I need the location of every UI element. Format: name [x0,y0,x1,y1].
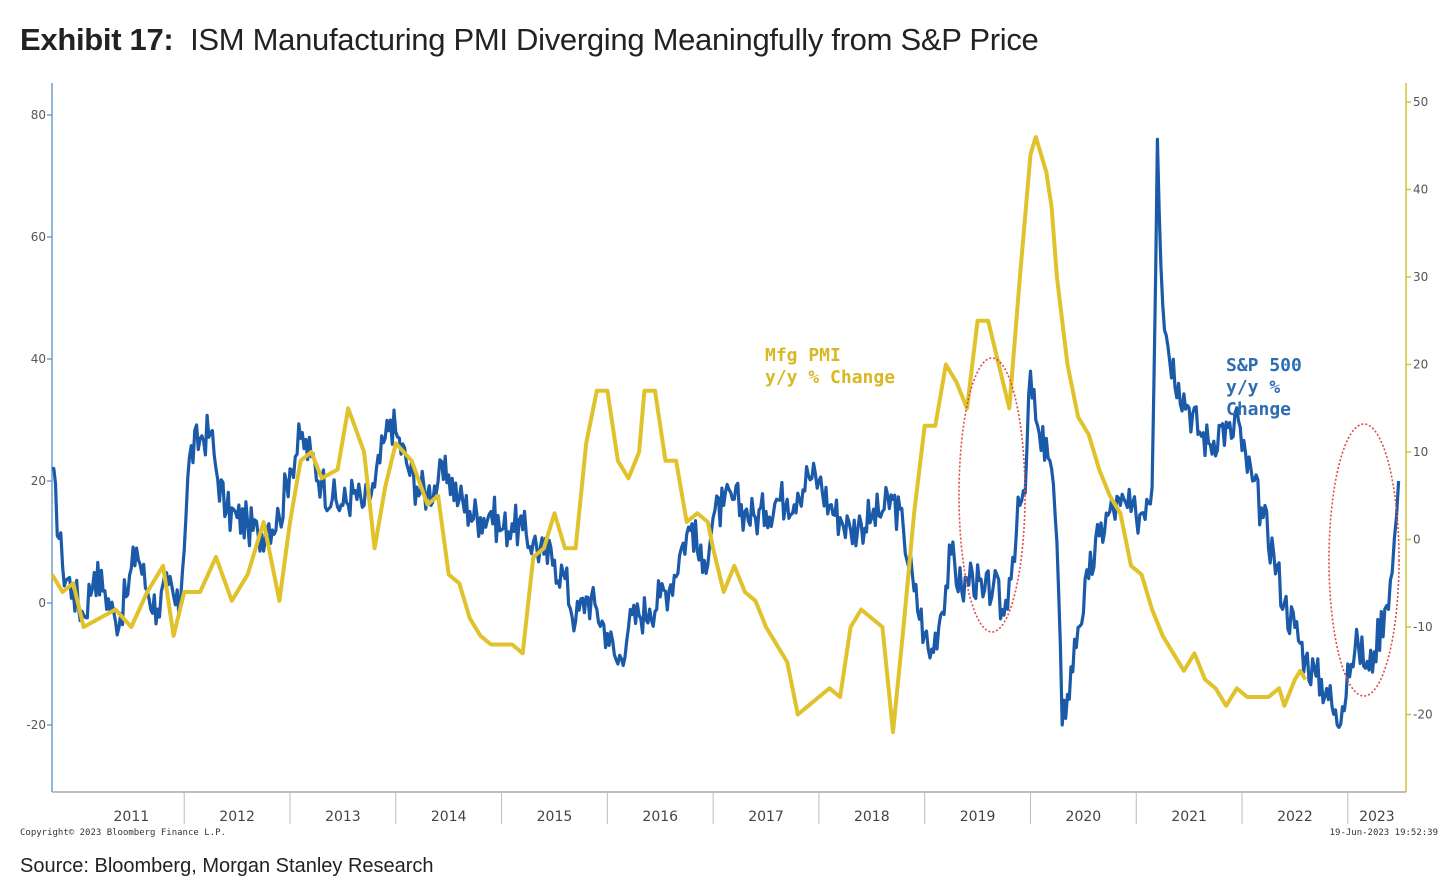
sp500-legend-label-line2: y/y % [1226,377,1280,398]
pmi-legend-label-line1: Mfg PMI [765,345,841,366]
series-line-sp500 [51,137,1401,729]
sp500-legend-label-line3: Change [1226,399,1291,420]
timestamp-text: 19-Jun-2023 19:52:39 [1330,828,1438,838]
sp500-legend-label-line1: S&P 500 [1226,355,1302,376]
highlight-ellipse-2023 [1328,423,1400,697]
right-tick-label: 40 [1413,183,1428,197]
pmi-legend-label-line2: y/y % Change [765,367,895,388]
right-tick-label: 10 [1413,445,1428,459]
right-tick-label: -10 [1413,620,1433,634]
left-tick-label: 0 [38,596,46,610]
right-tick-label: -20 [1413,708,1433,722]
title-text: ISM Manufacturing PMI Diverging Meaningf… [190,22,1039,57]
year-tick-label: 2012 [219,809,255,825]
year-tick-label: 2014 [431,809,467,825]
year-tick-label: 2016 [642,809,678,825]
year-tick-label: 2015 [537,809,573,825]
year-tick-label: 2023 [1359,809,1395,825]
year-tick-label: 2022 [1277,809,1313,825]
year-tick-label: 2013 [325,809,361,825]
left-tick-label: 20 [31,474,46,488]
left-tick-label: 80 [31,108,46,122]
year-tick-label: 2021 [1171,809,1207,825]
right-tick-label: 0 [1413,533,1421,547]
left-tick-label: 40 [31,352,46,366]
copyright-text: Copyright© 2023 Bloomberg Finance L.P. [20,828,226,838]
right-tick-label: 20 [1413,358,1428,372]
chart-title: Exhibit 17: ISM Manufacturing PMI Diverg… [20,22,1039,58]
year-tick-label: 2020 [1066,809,1102,825]
year-tick-label: 2017 [748,809,784,825]
highlight-ellipse-2019 [958,357,1026,633]
left-tick-label: -20 [26,718,46,732]
year-tick-label: 2011 [114,809,150,825]
year-tick-label: 2018 [854,809,890,825]
right-tick-label: 30 [1413,270,1428,284]
series-line-pmi [50,135,1308,734]
source-note: Source: Bloomberg, Morgan Stanley Resear… [20,855,434,877]
right-tick-label: 50 [1413,95,1428,109]
exhibit-label: Exhibit 17: [20,22,174,57]
year-tick-label: 2019 [960,809,996,825]
left-tick-label: 60 [31,230,46,244]
